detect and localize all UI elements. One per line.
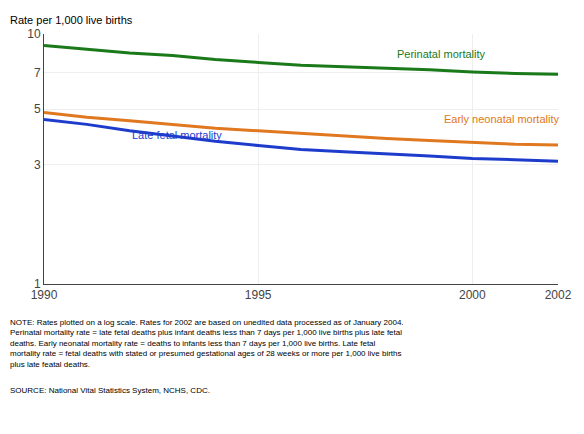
svg-text:NOTE: Rates plotted on a log s: NOTE: Rates plotted on a log scale. Rate… xyxy=(10,318,404,369)
svg-text:2002: 2002 xyxy=(545,288,572,302)
svg-text:Perinatal mortality: Perinatal mortality xyxy=(397,48,486,60)
svg-text:2000: 2000 xyxy=(459,288,486,302)
svg-text:7: 7 xyxy=(34,66,41,80)
svg-text:Late fetal mortality: Late fetal mortality xyxy=(132,129,222,141)
svg-text:SOURCE: National Vital Statist: SOURCE: National Vital Statistics System… xyxy=(10,386,210,395)
svg-text:1: 1 xyxy=(34,277,41,291)
svg-text:Rate per 1,000 live births: Rate per 1,000 live births xyxy=(10,14,133,26)
svg-text:1990: 1990 xyxy=(31,288,58,302)
svg-text:3: 3 xyxy=(34,158,41,172)
svg-text:1995: 1995 xyxy=(245,288,272,302)
svg-text:10: 10 xyxy=(27,27,41,41)
svg-text:5: 5 xyxy=(34,102,41,116)
svg-text:Early neonatal mortality: Early neonatal mortality xyxy=(444,113,559,125)
